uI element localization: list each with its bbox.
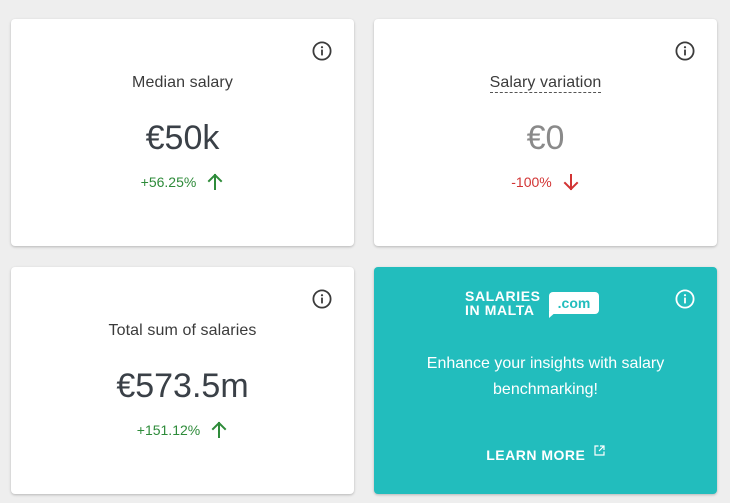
total-salaries-card: Total sum of salaries €573.5m +151.12%	[11, 267, 354, 494]
change-indicator: -100%	[374, 173, 717, 191]
arrow-up-icon	[206, 173, 224, 191]
card-value: €50k	[145, 119, 220, 157]
info-icon[interactable]	[312, 289, 332, 309]
card-title: Total sum of salaries	[108, 322, 257, 339]
learn-more-label: LEARN MORE	[486, 447, 586, 463]
card-title: Salary variation	[374, 74, 717, 93]
learn-more-link[interactable]: LEARN MORE	[374, 443, 717, 463]
salary-variation-card: Salary variation €0 -100%	[374, 19, 717, 246]
card-value: €573.5m	[116, 367, 249, 405]
arrow-up-icon	[210, 421, 228, 439]
salaries-in-malta-logo: SALARIES IN MALTA .com	[465, 289, 601, 319]
logo-text: SALARIES	[465, 288, 541, 304]
logo-badge: .com	[549, 292, 599, 314]
card-title: Median salary	[132, 74, 233, 91]
logo-badge-tail	[549, 311, 557, 318]
change-indicator: +56.25%	[11, 173, 354, 191]
info-icon[interactable]	[675, 41, 695, 61]
promo-card: SALARIES IN MALTA .com Enhance your insi…	[374, 267, 717, 494]
change-indicator: +151.12%	[11, 421, 354, 439]
salary-variation-tooltip-label[interactable]: Salary variation	[489, 74, 602, 93]
change-percent: -100%	[511, 174, 552, 190]
arrow-down-icon	[562, 173, 580, 191]
logo-text: IN MALTA	[465, 302, 535, 318]
change-percent: +56.25%	[140, 174, 197, 190]
median-salary-card: Median salary €50k +56.25%	[11, 19, 354, 246]
change-percent: +151.12%	[136, 422, 201, 438]
promo-text: Enhance your insights with salary benchm…	[426, 355, 665, 398]
info-icon[interactable]	[312, 41, 332, 61]
card-value: €0	[526, 119, 565, 157]
info-icon[interactable]	[675, 289, 695, 309]
external-link-icon	[594, 443, 605, 459]
